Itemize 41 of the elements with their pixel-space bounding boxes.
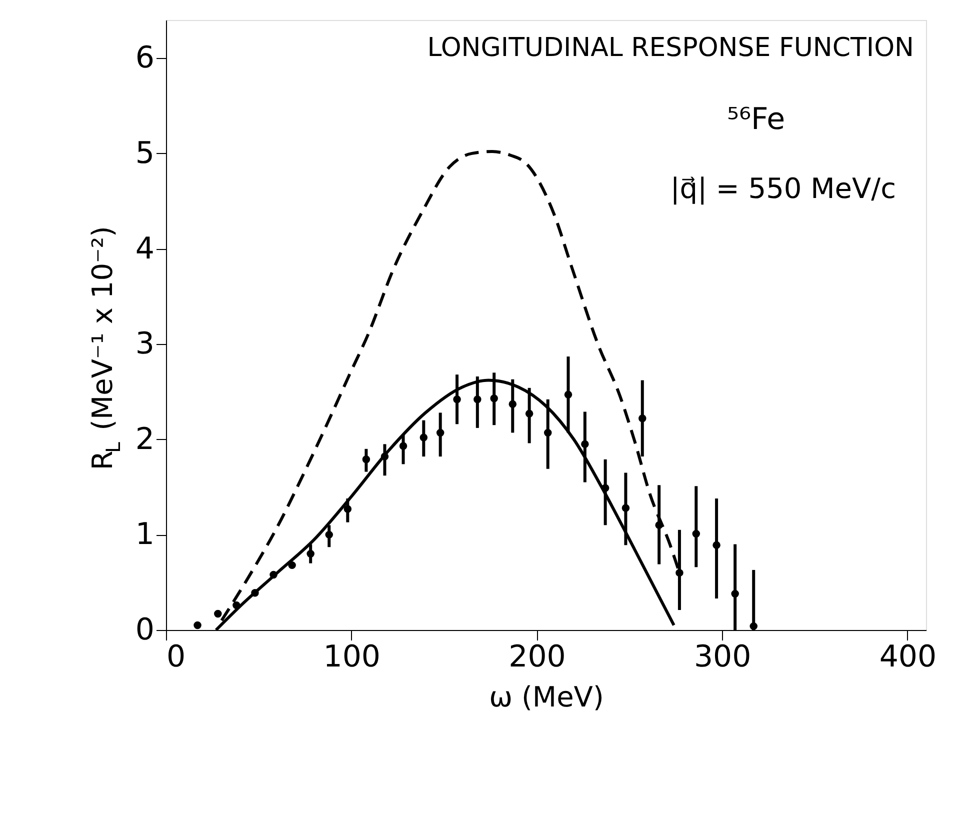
x-axis-title: ω (MeV) bbox=[489, 680, 604, 714]
point bbox=[344, 505, 352, 513]
y-axis-title: RL (MeV⁻¹ x 10⁻²) bbox=[86, 226, 125, 470]
point bbox=[622, 504, 630, 512]
y-tick-label: 3 bbox=[135, 326, 154, 362]
point bbox=[544, 428, 552, 437]
y-tick-label: 0 bbox=[135, 612, 154, 648]
annotation: ⁵⁶Fe bbox=[726, 102, 786, 137]
point bbox=[325, 530, 333, 539]
y-tick-label: 4 bbox=[135, 231, 154, 266]
annotation: LONGITUDINAL RESPONSE FUNCTION bbox=[427, 33, 914, 63]
point bbox=[692, 530, 700, 538]
point bbox=[436, 428, 444, 437]
x-tick-label: 200 bbox=[508, 640, 566, 674]
point bbox=[453, 395, 461, 404]
x-tick-label: 400 bbox=[879, 640, 937, 674]
point bbox=[731, 590, 739, 598]
point bbox=[638, 414, 646, 422]
point bbox=[399, 442, 408, 450]
point bbox=[214, 610, 222, 618]
point bbox=[306, 550, 314, 558]
point bbox=[525, 410, 534, 418]
point bbox=[194, 621, 202, 630]
point bbox=[676, 568, 684, 577]
x-tick-label: 100 bbox=[323, 640, 380, 674]
y-tick-label: 1 bbox=[135, 517, 154, 552]
point bbox=[420, 434, 428, 442]
point bbox=[750, 622, 758, 630]
point bbox=[362, 456, 370, 464]
y-tick-label: 2 bbox=[135, 422, 154, 457]
y-tick-label: 6 bbox=[135, 40, 154, 76]
point bbox=[490, 394, 498, 402]
point bbox=[508, 400, 517, 408]
x-tick-label: 0 bbox=[166, 640, 186, 674]
y-tick-label: 5 bbox=[135, 136, 154, 171]
point bbox=[581, 440, 589, 448]
annotation: |q⃗| = 550 MeV/c bbox=[670, 172, 896, 205]
point bbox=[712, 541, 720, 550]
point bbox=[564, 390, 572, 398]
point bbox=[474, 395, 482, 404]
x-tick-label: 300 bbox=[694, 640, 752, 674]
